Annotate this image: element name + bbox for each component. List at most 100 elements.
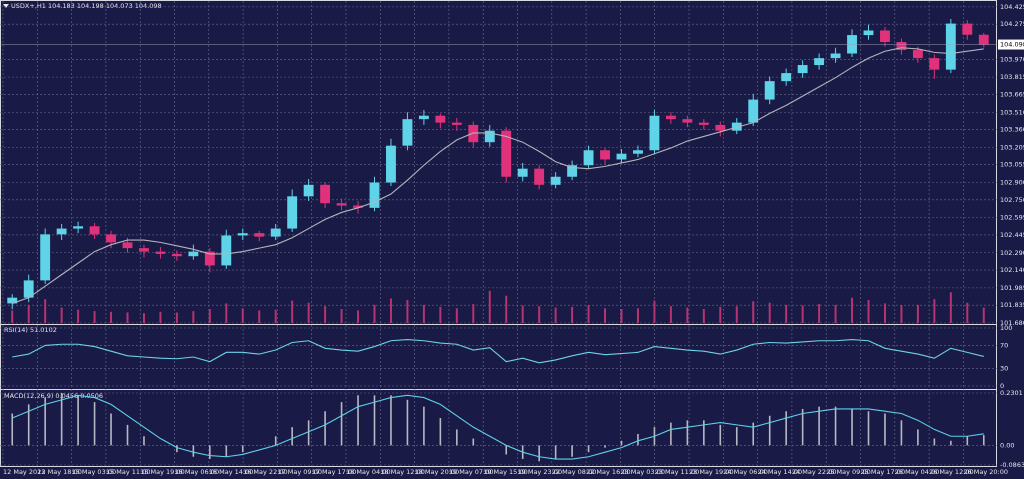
candle-body xyxy=(929,58,940,70)
candle-body xyxy=(122,242,133,249)
macd-bar xyxy=(209,445,211,460)
x-tick-label: 16 May 22:00 xyxy=(243,468,288,476)
volume-bar xyxy=(636,308,639,323)
y-tick-label: 102.290 xyxy=(1000,249,1024,257)
candle-body xyxy=(945,23,956,70)
y-tick-label: 102.140 xyxy=(1000,266,1024,274)
macd-bar xyxy=(982,434,985,446)
macd-bar xyxy=(587,445,590,453)
y-tick-label: 104.275 xyxy=(1000,20,1024,28)
x-tick-label: 26 May 04:00 xyxy=(895,468,940,476)
volume-bar xyxy=(752,301,755,323)
candle-body xyxy=(731,122,742,131)
x-tick-label: 18 May 12:00 xyxy=(380,468,425,476)
volume-bar xyxy=(175,312,178,323)
y-tick-label: -0.0863 xyxy=(1000,461,1024,469)
x-tick-label: 26 May 12:00 xyxy=(929,468,974,476)
candle-body xyxy=(155,251,166,254)
volume-bar xyxy=(916,304,919,323)
y-tick-label: 0.00 xyxy=(1000,441,1014,449)
candle-body xyxy=(781,73,792,82)
y-tick-label: 101.985 xyxy=(1000,284,1024,292)
y-tick-label: 100 xyxy=(1000,324,1012,332)
y-tick-label: 30 xyxy=(1000,365,1008,373)
candle-body xyxy=(287,196,298,229)
volume-bar xyxy=(472,304,475,323)
macd-bar xyxy=(703,420,705,446)
macd-bar xyxy=(735,427,738,446)
candle-body xyxy=(56,228,67,235)
candle-body xyxy=(978,34,989,45)
macd-label: MACD(12,26,9) 0.0456 0.0506 xyxy=(4,392,103,400)
candle-body xyxy=(435,115,446,123)
y-tick-label: 103.205 xyxy=(1000,143,1024,151)
volume-bar xyxy=(834,304,837,323)
volume-bar xyxy=(505,295,508,323)
macd-bar xyxy=(126,424,129,446)
symbol-icon xyxy=(3,4,9,8)
candle-body xyxy=(501,130,512,177)
x-tick-label: 25 May 09:00 xyxy=(826,468,871,476)
macd-bar xyxy=(670,422,672,446)
volume-bar xyxy=(307,302,310,323)
macd-bar xyxy=(406,399,409,446)
volume-bar xyxy=(587,305,590,323)
volume-bar xyxy=(142,313,145,323)
macd-bar xyxy=(225,445,228,457)
volume-bar xyxy=(439,306,442,323)
macd-bar xyxy=(884,413,886,446)
volume-bar xyxy=(291,300,294,323)
macd-bar xyxy=(77,395,79,446)
candle-body xyxy=(106,234,116,243)
macd-bar xyxy=(752,422,755,446)
volume-bar xyxy=(521,305,524,323)
macd-bar xyxy=(192,445,195,457)
candle-body xyxy=(139,248,149,252)
x-tick-label: 24 May 22:00 xyxy=(792,468,837,476)
volume-bar xyxy=(851,297,854,323)
y-tick-label: 104.425 xyxy=(1000,3,1024,11)
candle-body xyxy=(665,115,676,120)
candle-body xyxy=(237,233,248,236)
volume-bar xyxy=(406,299,409,323)
volume-bar xyxy=(225,303,228,323)
macd-bar xyxy=(357,395,359,446)
candle-body xyxy=(320,184,331,204)
x-tick-label: 24 May 06:00 xyxy=(723,468,768,476)
macd-bar xyxy=(472,438,475,446)
y-tick-label: 103.815 xyxy=(1000,73,1024,81)
macd-bar xyxy=(307,420,310,446)
volume-bar xyxy=(900,305,903,323)
macd-bar xyxy=(44,397,46,446)
y-tick-label: 70 xyxy=(1000,341,1008,349)
macd-bar xyxy=(785,411,787,446)
candle-body xyxy=(353,205,363,208)
x-tick-label: 17 May 17:00 xyxy=(312,468,357,476)
candle-body xyxy=(402,119,413,146)
volume-bar xyxy=(686,307,689,323)
volume-bar xyxy=(735,306,738,323)
volume-bar xyxy=(110,311,113,323)
candle-body xyxy=(73,226,84,229)
volume-bar xyxy=(126,312,129,323)
volume-bar xyxy=(77,309,80,323)
candle-body xyxy=(303,184,314,197)
volume-bar xyxy=(554,307,557,323)
x-tick-label: 18 May 04:00 xyxy=(346,468,391,476)
candle-body xyxy=(797,65,808,74)
volume-bar xyxy=(538,306,541,323)
volume-bar xyxy=(702,309,705,323)
candle-body xyxy=(386,145,396,183)
macd-bar xyxy=(11,413,14,446)
volume-bar xyxy=(60,307,63,323)
macd-bar xyxy=(933,438,936,446)
y-tick-label: 103.360 xyxy=(1000,126,1024,134)
candle-body xyxy=(534,168,545,185)
macd-bar xyxy=(867,411,870,446)
candle-body xyxy=(764,81,775,100)
candle-body xyxy=(221,235,232,266)
candle-body xyxy=(633,150,643,154)
candle-body xyxy=(715,124,726,131)
macd-bar xyxy=(93,402,96,446)
